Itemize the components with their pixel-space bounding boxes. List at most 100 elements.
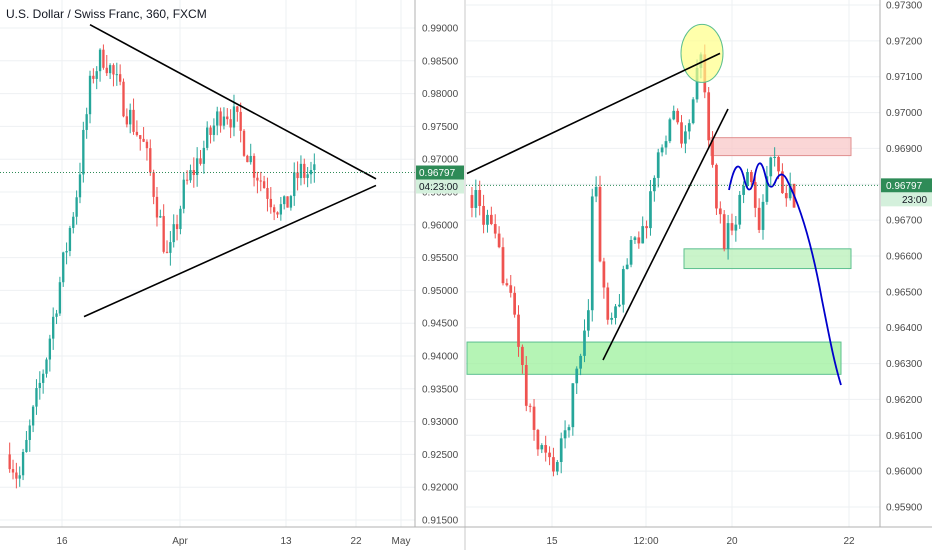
- right-price-axis[interactable]: 0.973000.972000.971000.970000.969000.968…: [886, 1, 923, 514]
- right-candle-body: [676, 110, 679, 123]
- left-candle-body: [232, 106, 236, 128]
- right-candle-body: [555, 462, 559, 472]
- right-candle-body: [711, 140, 714, 165]
- right-candle-body: [548, 452, 551, 458]
- left-candle-body: [185, 179, 189, 181]
- left-candle-body: [149, 148, 152, 173]
- left-candle-body: [115, 74, 118, 76]
- right-time-tick: 15: [546, 536, 558, 547]
- left-candle-body: [125, 116, 129, 125]
- zone-support-lower: [466, 341, 842, 375]
- left-candle-body: [129, 109, 132, 125]
- right-price-tick: 0.96600: [886, 252, 923, 263]
- left-candle-body: [272, 207, 276, 213]
- left-candle-body: [259, 180, 262, 182]
- left-last-price-text: 0.96797: [419, 168, 456, 179]
- left-price-tick: 0.97000: [422, 155, 459, 166]
- left-candle-body: [195, 158, 199, 175]
- left-time-axis[interactable]: 16 Apr 13 22 May: [56, 536, 410, 547]
- right-last-price-text: 0.96797: [886, 181, 923, 192]
- left-candle-body: [72, 216, 75, 228]
- left-candle-body: [296, 172, 299, 179]
- right-candle-body: [489, 214, 493, 225]
- right-candle-body: [633, 237, 637, 240]
- left-candle-body: [58, 282, 62, 314]
- right-time-axis[interactable]: 15 12:00 20 22: [546, 536, 855, 547]
- left-price-tick: 0.97500: [422, 122, 459, 133]
- left-candle-body: [139, 135, 142, 139]
- left-price-tick: 0.98000: [422, 89, 459, 100]
- right-candle-body: [587, 310, 590, 331]
- right-candle-body: [614, 306, 617, 318]
- right-candle-body: [645, 226, 648, 229]
- left-candle-body: [189, 170, 192, 181]
- left-time-tick: 16: [56, 536, 68, 547]
- left-candle-body: [206, 127, 209, 148]
- right-candle-body: [470, 195, 474, 208]
- right-time-tick: 12:00: [633, 536, 658, 547]
- right-candle-body: [563, 430, 567, 439]
- left-price-axis[interactable]: 0.990000.985000.980000.975000.970000.965…: [422, 24, 459, 527]
- right-drawings: [466, 23, 880, 386]
- left-candle-body: [38, 382, 41, 389]
- right-candle-body: [571, 383, 575, 428]
- left-candle-body: [192, 170, 195, 175]
- left-price-tick: 0.95500: [422, 253, 459, 264]
- left-candle-body: [289, 196, 293, 208]
- right-candle-body: [575, 368, 579, 384]
- right-candle-body: [513, 292, 516, 315]
- right-candle-body: [497, 233, 501, 248]
- right-candle-body: [742, 185, 745, 195]
- right-candle-body: [784, 193, 788, 199]
- right-candle-body: [486, 214, 489, 225]
- left-candle-body: [31, 406, 35, 426]
- left-candle-body: [155, 196, 159, 218]
- top-highlight-ellipse: [680, 23, 724, 83]
- right-price-tick: 0.96100: [886, 431, 923, 442]
- left-candle-body: [82, 129, 85, 175]
- left-candle-body: [309, 170, 313, 175]
- right-candle-body: [660, 147, 664, 153]
- right-candle-body: [590, 196, 594, 311]
- left-candle-body: [306, 174, 309, 178]
- right-candle-body: [517, 314, 520, 347]
- left-time-tick: May: [392, 536, 411, 547]
- right-candle-body: [649, 191, 652, 229]
- zone-support-upper: [683, 248, 852, 270]
- right-candle-body: [788, 183, 792, 199]
- right-chart-panel[interactable]: 0.973000.972000.971000.970000.969000.968…: [466, 0, 932, 547]
- right-candle-body: [641, 226, 645, 244]
- triangle-lower-line: [83, 184, 377, 318]
- left-candle-body: [152, 172, 155, 197]
- left-countdown-tag: [416, 179, 464, 194]
- left-candle-body: [175, 224, 179, 230]
- left-candle-body: [279, 204, 283, 215]
- right-candle-body: [540, 445, 544, 450]
- left-candle-body: [68, 227, 72, 252]
- right-candle-body: [606, 287, 610, 320]
- left-candle-body: [182, 179, 185, 209]
- left-time-tick: 22: [350, 536, 362, 547]
- right-candle-body: [532, 406, 536, 430]
- projection-path: [728, 162, 842, 386]
- right-price-tick: 0.96200: [886, 395, 923, 406]
- right-candle-body: [753, 182, 757, 208]
- left-countdown-text: 04:23:00: [419, 182, 458, 193]
- left-candle-body: [159, 216, 162, 218]
- right-candle-body: [482, 205, 485, 225]
- left-candle-body: [256, 177, 259, 181]
- right-candle-body: [664, 141, 668, 148]
- right-candle-body: [583, 330, 586, 356]
- left-candle-body: [162, 216, 165, 252]
- right-candle-body: [750, 172, 753, 183]
- left-price-tick: 0.95000: [422, 286, 459, 297]
- right-candle-body: [478, 190, 482, 206]
- left-chart-panel[interactable]: 0.990000.985000.980000.975000.970000.965…: [0, 0, 464, 547]
- left-time-tick: 13: [280, 536, 292, 547]
- left-candle-body: [219, 111, 222, 126]
- left-candle-body: [41, 373, 45, 383]
- left-candle-body: [165, 251, 169, 253]
- left-candle-body: [313, 164, 316, 171]
- right-candle-body: [761, 201, 765, 230]
- right-candle-body: [637, 237, 641, 244]
